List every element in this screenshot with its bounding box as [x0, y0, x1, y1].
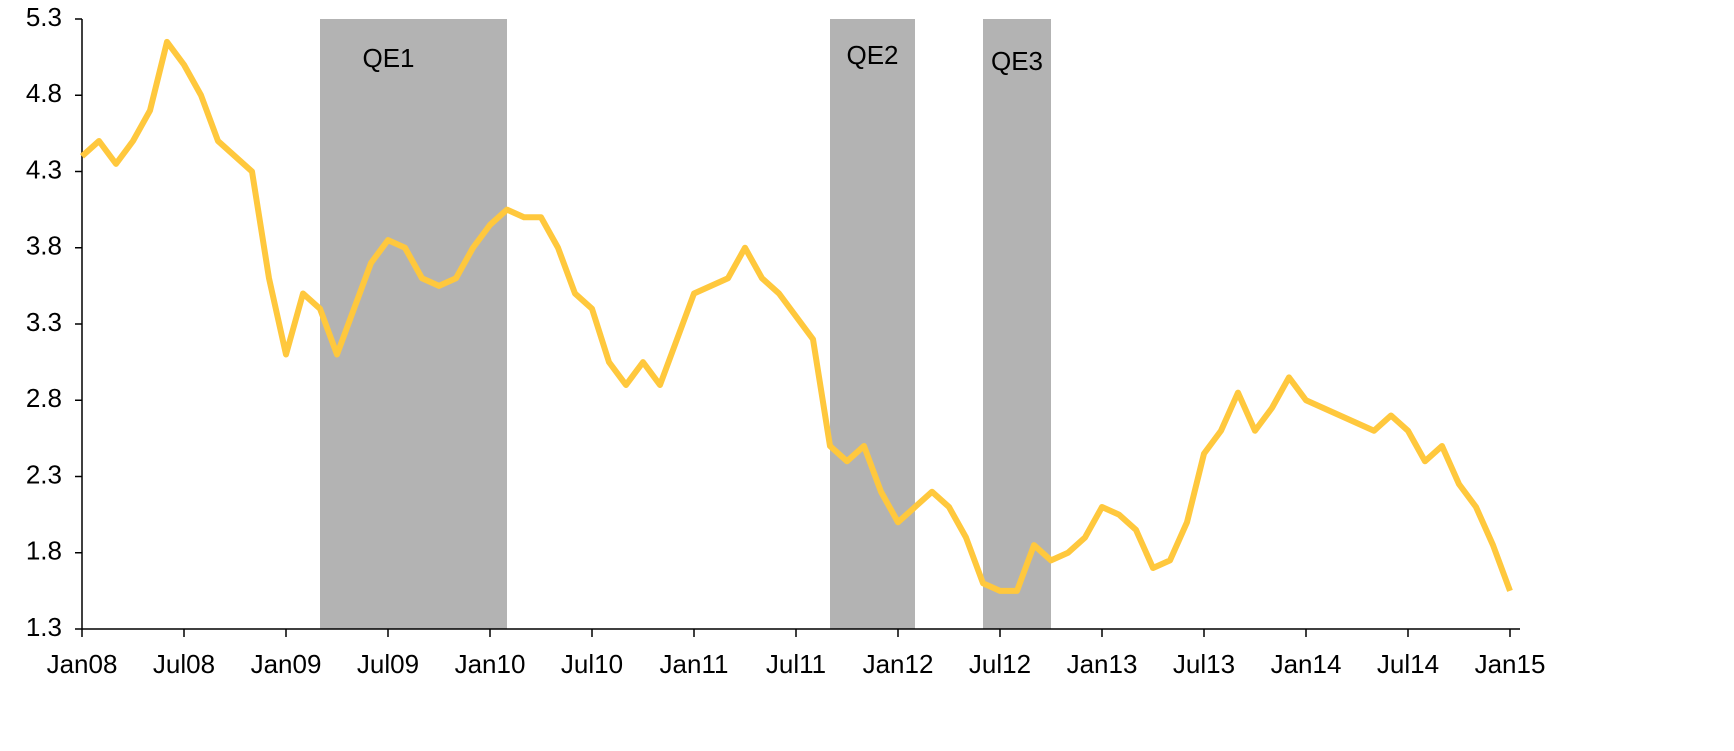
x-tick-label: Jul14 [1377, 649, 1439, 679]
y-tick-label: 4.8 [26, 78, 62, 108]
y-tick-label: 1.8 [26, 536, 62, 566]
x-tick-label: Jan15 [1475, 649, 1546, 679]
qe-label: QE3 [991, 46, 1043, 76]
qe-label: QE2 [846, 40, 898, 70]
y-tick-label: 4.3 [26, 154, 62, 184]
qe-label: QE1 [362, 43, 414, 73]
y-tick-label: 2.8 [26, 383, 62, 413]
qe-band [983, 19, 1051, 629]
qe-band [830, 19, 915, 629]
x-tick-label: Jan12 [863, 649, 934, 679]
x-tick-label: Jul09 [357, 649, 419, 679]
line [79, 38, 1513, 594]
x-tick-label: Jan10 [455, 649, 526, 679]
x-tick-label: Jul08 [153, 649, 215, 679]
x-tick-label: Jan09 [251, 649, 322, 679]
y-tick-label: 3.3 [26, 307, 62, 337]
y-tick-label: 3.8 [26, 231, 62, 261]
y-tick-label: 5.3 [26, 2, 62, 32]
x-tick-label: Jul12 [969, 649, 1031, 679]
x-tick-label: Jan13 [1067, 649, 1138, 679]
y-tick-label: 2.3 [26, 459, 62, 489]
x-tick-label: Jul13 [1173, 649, 1235, 679]
x-tick-label: Jan11 [660, 649, 729, 679]
x-tick-label: Jan08 [47, 649, 118, 679]
x-tick-label: Jul10 [561, 649, 623, 679]
y-tick-label: 1.3 [26, 612, 62, 642]
x-tick-label: Jan14 [1271, 649, 1342, 679]
x-tick-label: Jul11 [766, 649, 826, 679]
